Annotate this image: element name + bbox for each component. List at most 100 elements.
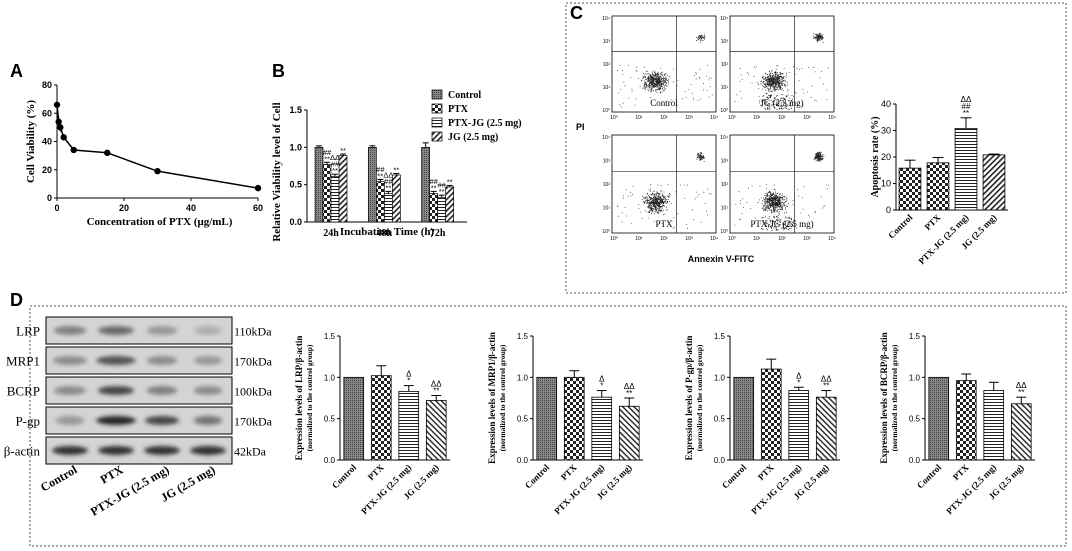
bar: [338, 155, 348, 223]
flow-x-tick: 10¹: [635, 115, 643, 121]
y-tick-label: 1.5: [909, 332, 921, 341]
y-tick-label: 0.0: [289, 217, 302, 227]
x-axis-label: Incubation Time (h): [340, 226, 435, 238]
significance-mark: ##: [323, 148, 332, 157]
y-tick-label: 0.5: [324, 415, 336, 424]
x-tick-label: Control: [886, 212, 915, 241]
bar: [955, 380, 977, 461]
data-point: [57, 124, 64, 131]
flow-y-tick: 10¹: [603, 85, 611, 91]
blot-protein-label: MRP1: [6, 354, 40, 369]
bar: [733, 376, 755, 461]
blot-size-label: 100kDa: [234, 385, 273, 399]
chart-a: 0 20 40 60 80 0 20 40 60 Concentration of PTX (μg…: [25, 80, 263, 228]
flow-y-tick: 10⁴: [720, 16, 728, 22]
data-point: [154, 167, 161, 175]
bar: [367, 146, 377, 223]
y-tick-label: 20: [881, 152, 891, 162]
panel-letter-d: D: [10, 290, 23, 310]
flow-events: [617, 34, 713, 108]
y-tick-label: 1.5: [517, 332, 529, 341]
y-axis-sublabel: (normalized to the control group): [305, 344, 314, 451]
y-axis-label: Expression levels of MRP1/β-actin: [487, 332, 497, 464]
flow-x-tick: 10²: [778, 236, 786, 242]
bar: [815, 396, 837, 461]
flow-x-tick: 10²: [778, 115, 786, 121]
x-tick-label: Control: [720, 462, 749, 491]
flow-x-tick: 10⁰: [610, 236, 618, 242]
bar: [928, 376, 950, 461]
x-tick-label: 40: [186, 203, 196, 213]
flow-x-tick: 10²: [660, 236, 668, 242]
blot-band: [53, 326, 87, 335]
flow-x-tick: 10³: [803, 115, 811, 121]
x-tick-label: 60: [253, 203, 263, 213]
x-tick-label: 0: [54, 203, 59, 213]
flow-y-tick: 10²: [603, 182, 611, 188]
significance-mark: **: [1018, 388, 1024, 397]
data-point: [53, 101, 61, 108]
x-tick-label: PTX-JG (2.5 mg): [552, 462, 606, 516]
significance-mark: **: [393, 165, 399, 174]
x-tick-label: PTX-JG (2.5 mg): [749, 462, 803, 516]
bar: [536, 376, 558, 461]
panel-d-frame: [29, 305, 1067, 547]
significance-mark: ##: [429, 177, 438, 186]
significance-mark: Δ: [796, 371, 802, 380]
x-tick-label: PTX: [559, 462, 579, 482]
y-tick-label: 0.0: [324, 456, 336, 465]
flow-y-tick: 10²: [603, 62, 611, 68]
significance-mark: **: [431, 183, 437, 192]
data-point: [254, 184, 262, 192]
bar: [898, 167, 922, 211]
chart-d-mrp1: 0.0 0.5 1.0 1.5 Control PTX Δ* PTX-JG (2.5 mg) Δ…: [487, 332, 643, 516]
y-tick-label: 1.5: [714, 332, 726, 341]
panel-letter-c: C: [570, 3, 583, 23]
significance-mark: ##: [962, 102, 971, 111]
bar: [343, 376, 365, 461]
bar: [429, 193, 439, 223]
legend-label: PTX-JG (2.5 mg): [448, 118, 522, 129]
flow-sample-label: Control: [650, 98, 678, 108]
blot-band: [52, 356, 88, 365]
x-tick-label: PTX: [366, 462, 386, 482]
flow-x-tick: 10⁴: [828, 115, 836, 121]
bar: [926, 162, 950, 211]
flow-sample-label: PTX: [655, 219, 673, 229]
blot-band: [53, 386, 87, 395]
legend-swatch: [431, 131, 443, 142]
blot-band: [193, 356, 223, 365]
significance-mark: **: [823, 382, 829, 391]
flow-y-tick: 10¹: [603, 206, 611, 212]
blot-protein-label: BCRP: [7, 384, 40, 399]
flow-x-tick: 10¹: [753, 236, 761, 242]
flow-x-tick: 10³: [803, 236, 811, 242]
flow-y-tick: 10³: [721, 159, 729, 165]
y-tick-label: 20: [42, 165, 52, 175]
significance-mark: **: [626, 389, 632, 398]
flow-y-tick: 10³: [603, 159, 611, 165]
bar: [370, 375, 392, 461]
flow-axis-pi: PI: [576, 122, 585, 132]
blot-protein-label: β-actin: [4, 444, 41, 459]
x-tick-label: Control: [523, 462, 552, 491]
flow-y-tick: 10³: [721, 39, 729, 45]
flow-frame: [611, 134, 717, 234]
data-point: [70, 146, 77, 154]
bar: [425, 400, 447, 461]
blot-band: [96, 416, 136, 425]
flow-y-tick: 10⁴: [602, 135, 610, 141]
blot-size-label: 170kDa: [234, 355, 273, 369]
significance-mark: ##: [437, 181, 446, 190]
significance-mark: **: [385, 183, 391, 192]
x-tick-label: Control: [330, 462, 359, 491]
y-tick-label: 1.0: [289, 142, 302, 152]
significance-mark: ΔΔ: [1016, 381, 1027, 390]
y-axis-label: Expression levels of LRP/β-actin: [294, 336, 304, 461]
panel-letter-b: B: [272, 61, 285, 81]
significance-mark: **: [447, 177, 453, 186]
x-tick-label: Control: [915, 462, 944, 491]
y-axis-sublabel: (normalized to the control group): [498, 344, 507, 451]
